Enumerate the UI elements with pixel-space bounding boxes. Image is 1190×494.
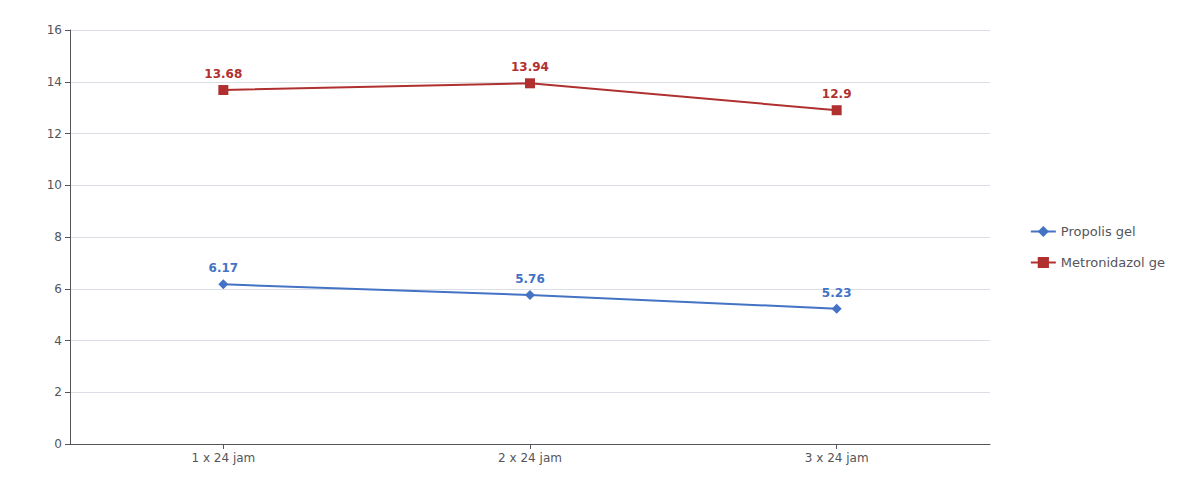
svg-text:2: 2	[54, 385, 62, 399]
svg-text:10: 10	[47, 178, 62, 192]
svg-text:2 x 24 jam: 2 x 24 jam	[498, 451, 562, 465]
svg-text:0: 0	[54, 437, 62, 451]
svg-text:5.76: 5.76	[515, 272, 545, 286]
svg-text:Metronidazol ge: Metronidazol ge	[1061, 255, 1165, 270]
svg-text:14: 14	[47, 75, 62, 89]
svg-text:12: 12	[47, 127, 62, 141]
svg-text:6: 6	[54, 282, 62, 296]
svg-text:13.94: 13.94	[511, 60, 549, 74]
svg-text:1 x 24 jam: 1 x 24 jam	[191, 451, 255, 465]
svg-text:4: 4	[54, 334, 62, 348]
svg-text:Propolis gel: Propolis gel	[1061, 224, 1136, 239]
svg-text:13.68: 13.68	[204, 67, 242, 81]
svg-text:3 x 24 jam: 3 x 24 jam	[805, 451, 869, 465]
svg-text:6.17: 6.17	[209, 261, 239, 275]
svg-text:16: 16	[47, 23, 62, 37]
svg-text:8: 8	[54, 230, 62, 244]
svg-text:5.23: 5.23	[822, 286, 852, 300]
svg-text:12.9: 12.9	[822, 87, 852, 101]
